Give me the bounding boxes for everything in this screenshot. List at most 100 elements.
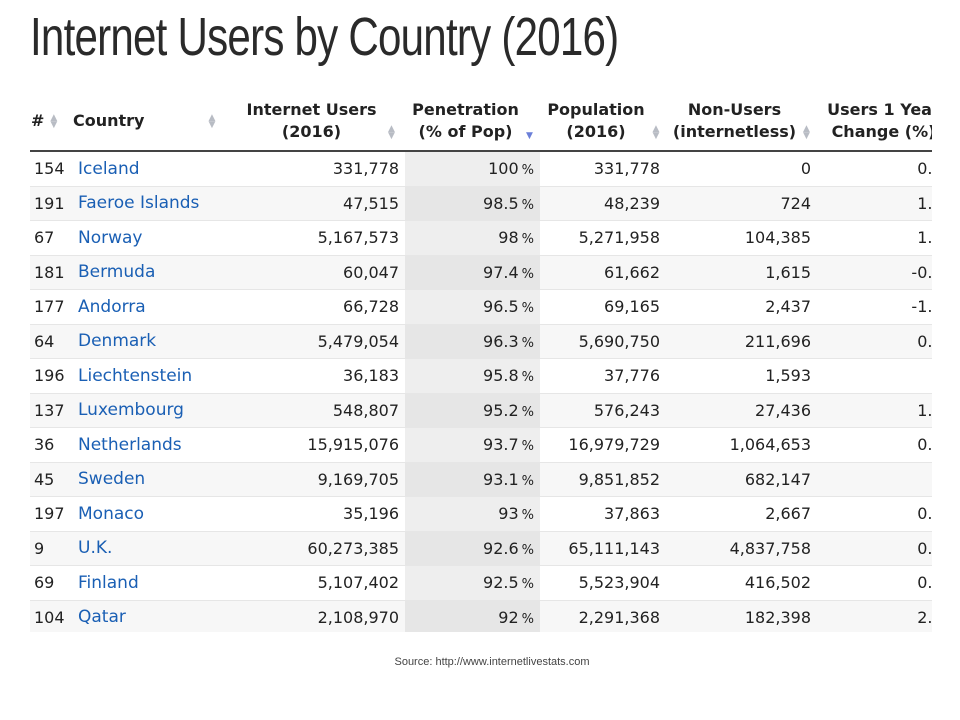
country-link[interactable]: Iceland	[78, 158, 140, 179]
rank-cell: 64	[30, 324, 72, 359]
penetration-value: 100	[488, 159, 519, 179]
sort-arrows-icon[interactable]: ▲ ▼	[50, 112, 58, 130]
penetration-value: 95.2	[483, 400, 519, 420]
rank-cell: 104	[30, 600, 72, 632]
users-change-cell: 1.3%	[817, 186, 932, 221]
country-cell: Finland	[72, 565, 232, 601]
internet-users-cell: 47,515	[232, 186, 405, 221]
table-row: 36 Netherlands 15,915,076 93.7% 16,979,729 1,…	[30, 427, 932, 463]
users-change-cell: 1.9%	[817, 393, 932, 428]
country-link[interactable]: Sweden	[78, 469, 146, 490]
table-header-row: # ▲ ▼ Country ▲ ▼ Internet Users (2016) ▲ ▼ Pe…	[30, 92, 932, 152]
rank-cell: 137	[30, 393, 72, 428]
internet-users-cell: 5,167,573	[232, 220, 405, 256]
percent-sign: %	[521, 232, 534, 248]
column-header-penetration[interactable]: Penetration (% of Pop)▲▼	[405, 92, 540, 152]
rank-cell: 191	[30, 186, 72, 221]
penetration-value: 93.7	[483, 435, 519, 455]
change-value: 0.6	[917, 435, 932, 455]
population-cell: 37,776	[540, 358, 666, 394]
country-link[interactable]: Norway	[78, 227, 143, 248]
table-body: 154Iceland331,778100%331,77800.9%191Faer…	[30, 151, 932, 632]
non-users-cell: 1,064,653	[666, 427, 817, 463]
non-users-cell: 4,837,758	[666, 531, 817, 566]
users-change-cell: -1.6%	[817, 289, 932, 325]
country-link[interactable]: Andorra	[78, 296, 146, 317]
internet-users-cell: 60,273,385	[232, 531, 405, 566]
table-row: 69 Finland 5,107,402 92.5% 5,523,904 416,502 0…	[30, 565, 932, 601]
change-value: 2.8	[917, 607, 932, 627]
penetration-value: 92	[498, 607, 519, 627]
sort-arrows-icon[interactable]: ▲ ▼	[652, 123, 660, 141]
internet-users-cell: 15,915,076	[232, 427, 405, 463]
country-cell: Bermuda	[72, 255, 232, 290]
internet-users-table: # ▲ ▼ Country ▲ ▼ Internet Users (2016) ▲ ▼ Pe…	[30, 92, 932, 632]
internet-users-cell: 331,778	[232, 151, 405, 187]
country-link[interactable]: Monaco	[78, 503, 145, 524]
internet-users-cell: 2,108,970	[232, 600, 405, 632]
users-change-cell: 0.5%	[817, 324, 932, 359]
table-row: 9 U.K. 60,273,385 92.6% 65,111,143 4,837,758 0…	[30, 531, 932, 566]
change-value: 1.9	[917, 400, 932, 420]
column-header-internet-users[interactable]: Internet Users (2016) ▲ ▼	[232, 92, 405, 152]
non-users-cell: 2,437	[666, 289, 817, 325]
country-cell: Denmark	[72, 324, 232, 359]
percent-sign: %	[521, 473, 534, 489]
penetration-cell: 93.1%	[405, 462, 540, 497]
users-change-cell: 1%	[817, 358, 932, 394]
penetration-value: 96.3	[483, 331, 519, 351]
country-link[interactable]: Liechtenstein	[78, 365, 193, 386]
country-link[interactable]: Finland	[78, 572, 139, 593]
country-link[interactable]: Faeroe Islands	[78, 193, 200, 214]
country-link[interactable]: Luxembourg	[78, 400, 184, 421]
column-header-rank[interactable]: # ▲ ▼	[30, 92, 72, 152]
population-cell: 5,523,904	[540, 565, 666, 601]
percent-sign: %	[521, 266, 534, 282]
penetration-cell: 95.8%	[405, 358, 540, 394]
country-cell: Netherlands	[72, 427, 232, 463]
change-value: -0.3	[911, 262, 932, 282]
country-cell: Qatar	[72, 600, 232, 632]
population-cell: 2,291,368	[540, 600, 666, 632]
country-link[interactable]: Netherlands	[78, 434, 182, 455]
sort-descending-icon[interactable]: ▲▼	[526, 130, 533, 141]
non-users-cell: 682,147	[666, 462, 817, 497]
percent-sign: %	[521, 508, 534, 524]
users-change-cell: 0.9%	[817, 151, 932, 187]
column-header-population[interactable]: Population (2016) ▲ ▼	[540, 92, 666, 152]
internet-users-cell: 9,169,705	[232, 462, 405, 497]
population-cell: 48,239	[540, 186, 666, 221]
sort-arrows-icon[interactable]: ▲ ▼	[208, 112, 216, 130]
rank-cell: 67	[30, 220, 72, 256]
change-value: 1.3	[917, 193, 932, 213]
users-change-cell: 1.7%	[817, 220, 932, 256]
users-change-cell: 0.9%	[817, 531, 932, 566]
country-link[interactable]: Bermuda	[78, 262, 156, 283]
sort-arrows-icon[interactable]: ▲ ▼	[388, 123, 395, 141]
column-header-users-change[interactable]: Users 1 Year Change (%)▲▼	[817, 92, 932, 152]
percent-sign: %	[521, 370, 534, 386]
country-link[interactable]: U.K.	[78, 538, 113, 559]
non-users-cell: 27,436	[666, 393, 817, 428]
rank-cell: 177	[30, 289, 72, 325]
rank-cell: 36	[30, 427, 72, 463]
change-value: 0.5	[917, 331, 932, 351]
penetration-cell: 93.7%	[405, 427, 540, 463]
country-cell: Norway	[72, 220, 232, 256]
penetration-cell: 100%	[405, 151, 540, 187]
country-link[interactable]: Denmark	[78, 331, 157, 352]
sort-arrows-icon[interactable]: ▲ ▼	[803, 123, 810, 141]
rank-cell: 154	[30, 151, 72, 187]
non-users-cell: 724	[666, 186, 817, 221]
penetration-cell: 92.5%	[405, 565, 540, 601]
column-header-country[interactable]: Country ▲ ▼	[72, 92, 232, 152]
change-value: 0.7	[917, 504, 932, 524]
column-header-non-users[interactable]: Non-Users (internetless) ▲ ▼	[666, 92, 817, 152]
country-link[interactable]: Qatar	[78, 607, 126, 628]
population-cell: 37,863	[540, 496, 666, 532]
internet-users-cell: 66,728	[232, 289, 405, 325]
percent-sign: %	[521, 335, 534, 351]
percent-sign: %	[521, 611, 534, 627]
